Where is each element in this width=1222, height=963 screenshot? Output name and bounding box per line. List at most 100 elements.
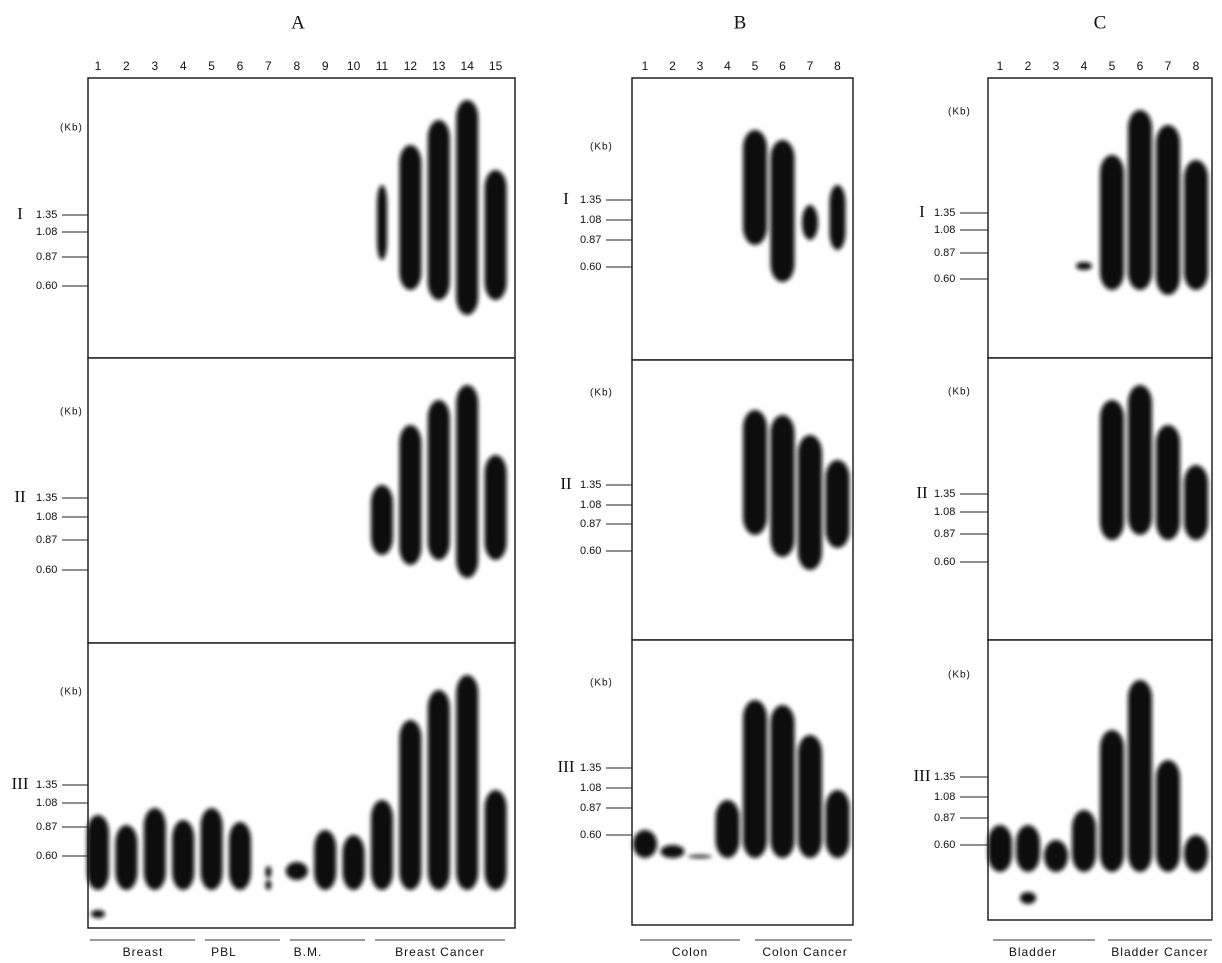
band-smear [1184,465,1208,540]
size-marker: 0.60 [36,280,57,292]
band-smear [716,800,740,858]
band-smear [1128,680,1152,872]
band-smear [377,185,387,260]
size-unit: (Kb) [948,107,971,118]
lane-number: 7 [1165,59,1172,73]
band-smear [1100,400,1124,540]
group-label: Bladder [1009,945,1057,959]
band-smear [743,700,767,858]
band-smear [371,800,393,890]
size-marker: 0.60 [934,839,955,851]
lane-number: 1 [642,59,649,73]
band-smear [771,415,795,557]
lane-number: 12 [404,59,418,73]
band-smear [802,205,818,240]
lane-number: 2 [1025,59,1032,73]
lane-number: 8 [834,59,841,73]
size-unit: (Kb) [590,388,613,399]
size-marker: 1.35 [934,771,955,783]
band-smear [1156,425,1180,540]
band-smear [428,120,450,300]
size-marker: 1.08 [36,797,57,809]
band-smear [830,185,846,250]
band-smear [456,100,478,315]
size-marker: 1.35 [580,762,601,774]
band-smear [485,455,507,560]
group-label: Colon [672,945,708,959]
size-unit: (Kb) [590,142,613,153]
band-smear [1156,125,1180,295]
size-marker: 1.35 [934,488,955,500]
lane-number: 6 [779,59,786,73]
row-numeral: III [914,766,931,785]
size-marker: 1.35 [36,779,57,791]
band-smear [265,866,271,878]
band-smear [1128,385,1152,535]
lane-number: 3 [1053,59,1060,73]
band-smear [1072,810,1096,872]
band-smear [485,790,507,890]
row-numeral: I [919,202,925,221]
size-marker: 0.87 [36,251,57,263]
size-marker: 0.87 [934,812,955,824]
blot-frame [88,78,515,358]
size-marker: 1.35 [36,209,57,221]
size-marker: 1.08 [36,511,57,523]
lane-number: 5 [208,59,215,73]
band-smear [1076,262,1092,270]
size-marker: 0.60 [580,545,601,557]
size-marker: 1.08 [934,791,955,803]
size-marker: 0.87 [934,247,955,259]
size-unit: (Kb) [60,407,83,418]
band-smear [399,425,421,565]
size-marker: 0.60 [934,556,955,568]
band-smear [1128,110,1152,290]
lane-number: 8 [293,59,300,73]
lane-number: 1 [997,59,1004,73]
band-smear [229,822,251,890]
band-smear [661,845,685,858]
band-smear [826,790,850,858]
group-label: B.M. [294,945,323,959]
size-unit: (Kb) [948,387,971,398]
size-marker: 0.87 [36,821,57,833]
size-marker: 1.08 [580,214,601,226]
band-smear [314,830,336,890]
row-numeral: III [558,757,575,776]
band-smear [688,855,712,858]
row-numeral: I [17,204,23,223]
size-unit: (Kb) [60,687,83,698]
band-smear [988,825,1012,872]
band-smear [1044,840,1068,872]
size-marker: 1.35 [36,492,57,504]
band-smear [456,675,478,890]
band-smear [87,815,109,890]
row-numeral: II [916,483,928,502]
size-marker: 1.08 [934,506,955,518]
size-marker: 0.87 [36,534,57,546]
band-smear [798,435,822,570]
lane-number: 7 [265,59,272,73]
lane-number: 1 [95,59,102,73]
band-smear [771,140,795,282]
size-marker: 0.87 [580,518,601,530]
band-smear [1132,755,1148,768]
lane-number: 15 [489,59,503,73]
band-smear [485,170,507,300]
size-marker: 0.60 [36,564,57,576]
band-smear [144,808,166,890]
band-smear [428,690,450,890]
figure: A123456789101112131415(Kb)I1.351.080.870… [0,0,1222,963]
lane-number: 2 [669,59,676,73]
lane-number: 4 [180,59,187,73]
lane-number: 4 [724,59,731,73]
row-numeral: II [14,487,26,506]
lane-number: 8 [1193,59,1200,73]
lane-number: 10 [347,59,361,73]
size-unit: (Kb) [590,678,613,689]
band-smear [286,862,308,880]
size-unit: (Kb) [948,670,971,681]
lane-number: 14 [461,59,475,73]
group-label: PBL [211,945,237,959]
band-smear [1100,730,1124,872]
